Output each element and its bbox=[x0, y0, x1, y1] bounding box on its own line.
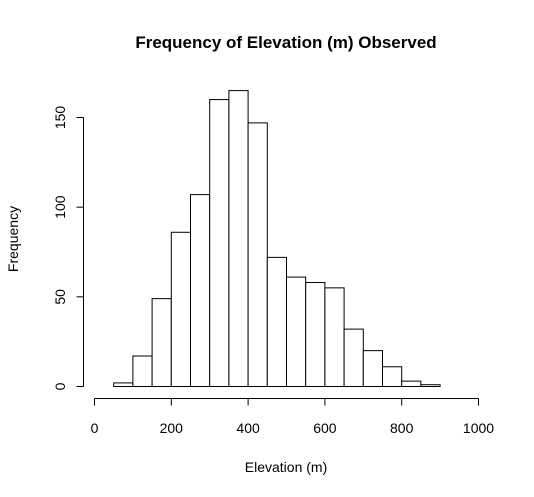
histogram-bar bbox=[132, 355, 153, 388]
x-tick-label: 400 bbox=[236, 420, 260, 436]
x-tick-label: 0 bbox=[91, 420, 99, 436]
histogram-bar bbox=[305, 281, 326, 387]
y-tick-label: 150 bbox=[52, 106, 68, 130]
histogram-bar bbox=[151, 298, 172, 388]
y-axis: 0 50 100 150 bbox=[52, 106, 84, 390]
x-tick-label: 800 bbox=[390, 420, 414, 436]
x-tick-label: 1000 bbox=[463, 420, 494, 436]
histogram-bar bbox=[401, 380, 422, 387]
y-tick-label: 50 bbox=[52, 289, 68, 305]
histogram-bar bbox=[113, 382, 134, 387]
histogram-bar bbox=[266, 256, 287, 387]
histogram-bar bbox=[228, 90, 249, 387]
y-tick-label: 0 bbox=[52, 382, 68, 390]
histogram-bar bbox=[209, 99, 230, 387]
histogram-bar bbox=[362, 350, 383, 387]
x-tick-label: 600 bbox=[313, 420, 337, 436]
histogram-bar bbox=[286, 276, 307, 387]
x-axis: 0 200 400 600 800 1000 bbox=[91, 398, 494, 436]
y-tick-label: 100 bbox=[52, 195, 68, 219]
y-axis-label: Frequency bbox=[5, 206, 21, 272]
histogram-bar bbox=[420, 384, 441, 387]
histogram-bar bbox=[382, 366, 403, 388]
histogram-bar bbox=[170, 231, 192, 387]
histogram-bar bbox=[190, 194, 211, 387]
chart-title: Frequency of Elevation (m) Observed bbox=[135, 33, 436, 52]
histogram-bars bbox=[113, 90, 441, 388]
x-axis-label: Elevation (m) bbox=[245, 459, 327, 475]
histogram-bar bbox=[343, 328, 364, 388]
histogram-bar bbox=[324, 287, 345, 387]
histogram-bar bbox=[247, 122, 268, 387]
x-tick-label: 200 bbox=[160, 420, 184, 436]
